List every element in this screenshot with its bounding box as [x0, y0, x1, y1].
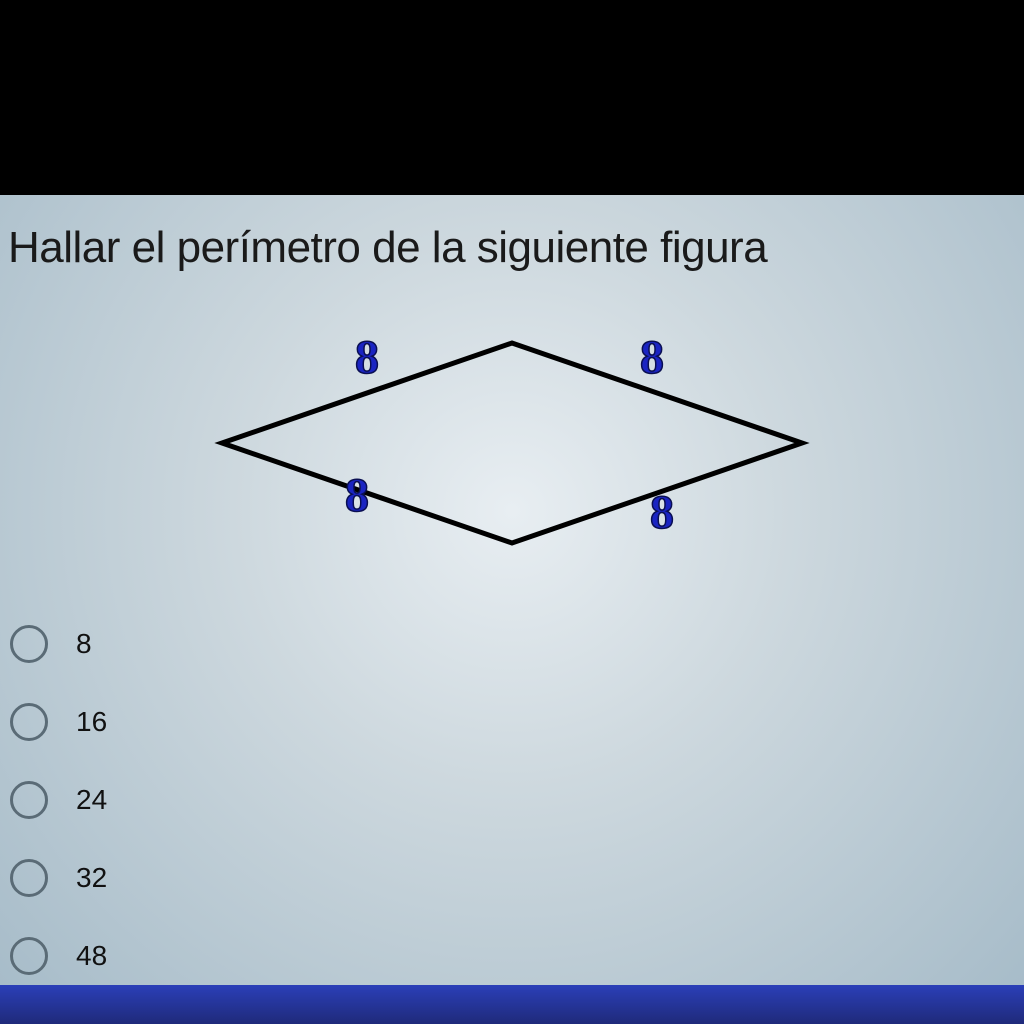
option-label: 16 — [76, 706, 107, 738]
rhombus-figure: 8 8 8 8 — [182, 313, 842, 583]
option-1[interactable]: 16 — [10, 703, 107, 741]
rhombus-shape — [222, 343, 802, 543]
question-text: Hallar el perímetro de la siguiente figu… — [0, 223, 1024, 273]
blue-bottom-bar — [0, 985, 1024, 1024]
answer-options: 8 16 24 32 48 — [0, 625, 107, 1015]
side-length-label: 8 — [650, 486, 674, 539]
option-0[interactable]: 8 — [10, 625, 107, 663]
side-length-label: 8 — [345, 469, 369, 522]
option-label: 48 — [76, 940, 107, 972]
option-2[interactable]: 24 — [10, 781, 107, 819]
option-4[interactable]: 48 — [10, 937, 107, 975]
figure-container: 8 8 8 8 — [0, 313, 1024, 583]
radio-icon — [10, 937, 48, 975]
option-label: 24 — [76, 784, 107, 816]
radio-icon — [10, 859, 48, 897]
radio-icon — [10, 781, 48, 819]
side-length-label: 8 — [640, 331, 664, 384]
question-content: Hallar el perímetro de la siguiente figu… — [0, 195, 1024, 985]
black-top-bar — [0, 0, 1024, 195]
radio-icon — [10, 703, 48, 741]
option-label: 32 — [76, 862, 107, 894]
side-length-label: 8 — [355, 331, 379, 384]
radio-icon — [10, 625, 48, 663]
option-3[interactable]: 32 — [10, 859, 107, 897]
option-label: 8 — [76, 628, 92, 660]
